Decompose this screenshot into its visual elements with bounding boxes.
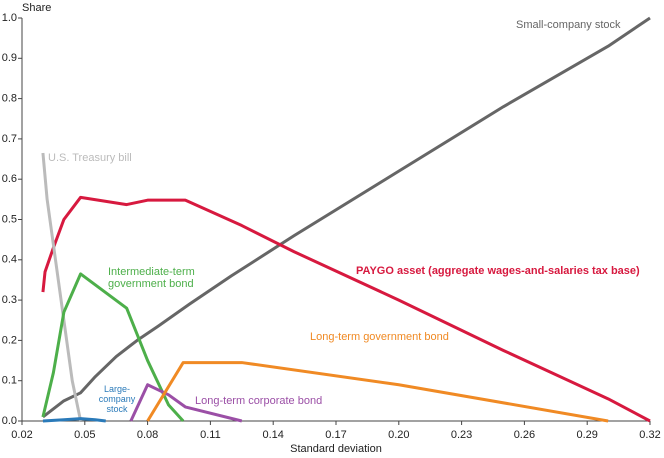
x-tick-label: 0.11 [200,429,221,441]
y-tick-label: 0.4 [2,254,17,266]
x-tick-label: 0.20 [388,429,409,441]
y-tick-label: 0.5 [2,213,17,225]
x-axis-label: Standard deviation [290,443,382,455]
series-line [42,16,651,419]
series-line [41,272,185,423]
series-line [42,417,106,423]
x-tick-label: 0.29 [576,429,597,441]
y-tick-label: 0.7 [2,133,17,145]
y-tick-label: 0.0 [2,415,17,427]
x-tick-label: 0.14 [262,429,283,441]
y-tick-label: 0.8 [2,93,17,105]
series-label: Long-term government bond [310,331,449,343]
y-tick-label: 0.9 [2,52,17,64]
y-tick-label: 0.3 [2,294,17,306]
y-tick-label: 0.6 [2,173,17,185]
y-tick-label: 0.1 [2,375,17,387]
x-tick-label: 0.23 [451,429,472,441]
series-label: Large-company stock [98,384,136,414]
series-label: Intermediate-term government bond [108,266,195,290]
x-tick-label: 0.17 [325,429,346,441]
series-line [41,195,651,423]
series-line [129,383,243,423]
series-line [41,152,83,422]
series-label: PAYGO asset (aggregate wages-and-salarie… [356,265,640,277]
series-line [146,361,609,423]
x-tick-label: 0.02 [11,429,32,441]
series-label: U.S. Treasury bill [48,152,132,164]
series-label: Long-term corporate bond [195,395,323,407]
x-tick-label: 0.05 [74,429,95,441]
x-tick-label: 0.08 [137,429,158,441]
y-tick-label: 0.2 [2,334,17,346]
series-label: Small-company stock [516,19,621,31]
y-tick-label: 1.0 [2,12,17,24]
x-tick-label: 0.26 [514,429,535,441]
x-tick-label: 0.32 [639,429,660,441]
y-axis-label: Share [22,2,51,14]
